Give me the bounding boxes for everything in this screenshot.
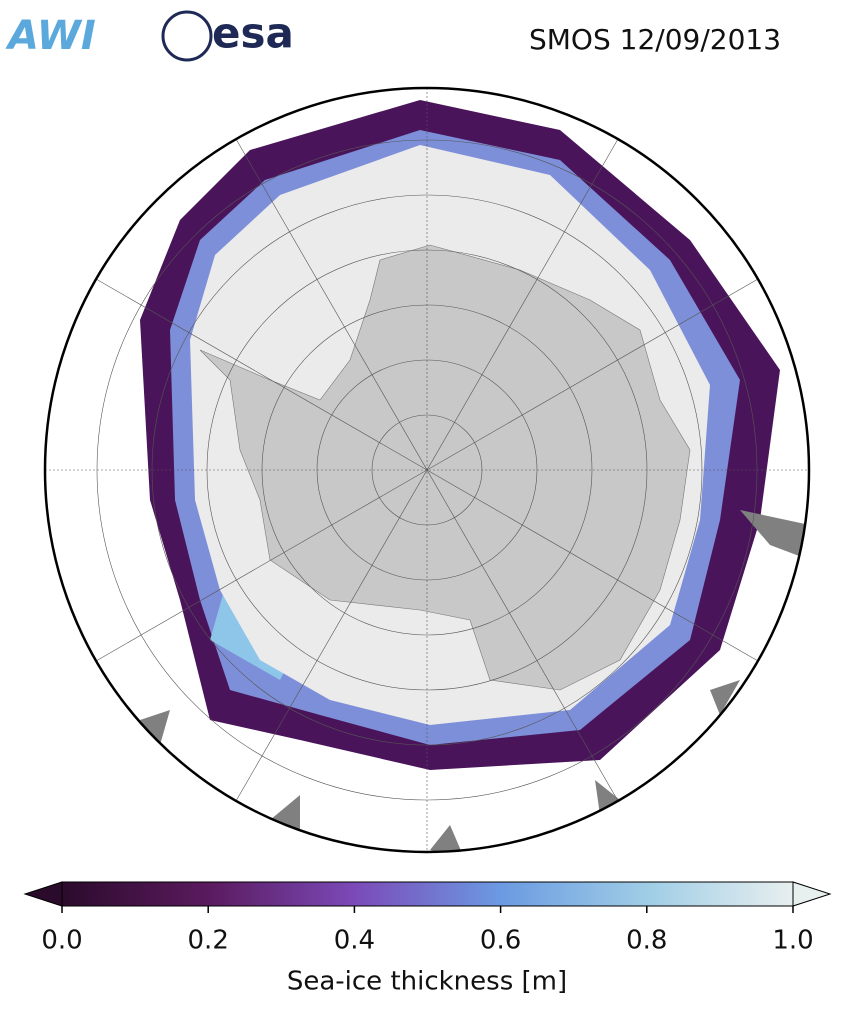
awi-logo: AWI bbox=[5, 13, 96, 59]
colorbar-extend-low bbox=[23, 881, 63, 907]
antarctica bbox=[199, 244, 691, 691]
colorbar: 0.0 0.2 0.4 0.6 0.8 1.0 bbox=[23, 881, 832, 956]
colorbar-tick-label: 0.6 bbox=[480, 926, 521, 956]
map-title: SMOS 12/09/2013 bbox=[529, 23, 781, 56]
colorbar-label: Sea-ice thickness [m] bbox=[287, 967, 567, 997]
map bbox=[45, 88, 809, 852]
colorbar-tick-label: 1.0 bbox=[772, 926, 813, 956]
colorbar-tick-label: 0.8 bbox=[626, 926, 667, 956]
colorbar-tick-label: 0.2 bbox=[188, 926, 229, 956]
colorbar-ramp bbox=[61, 881, 794, 907]
esa-emblem bbox=[161, 10, 213, 62]
esa-logo: esa bbox=[212, 9, 294, 58]
colorbar-extend-high bbox=[792, 881, 832, 907]
colorbar-tick-label: 0.0 bbox=[41, 926, 82, 956]
map-border bbox=[43, 86, 811, 854]
colorbar-tick-label: 0.4 bbox=[334, 926, 375, 956]
